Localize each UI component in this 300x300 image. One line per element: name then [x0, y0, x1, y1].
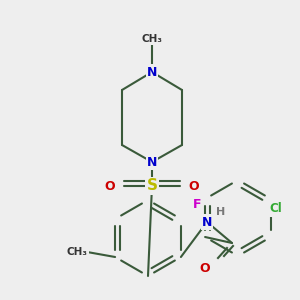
Text: F: F [193, 197, 201, 211]
Text: H: H [216, 207, 226, 217]
Text: CH₃: CH₃ [142, 34, 163, 44]
Text: O: O [105, 179, 115, 193]
Text: CH₃: CH₃ [67, 247, 88, 257]
Text: N: N [202, 215, 212, 229]
Text: Cl: Cl [269, 202, 282, 215]
Text: N: N [147, 155, 157, 169]
Text: S: S [146, 178, 158, 194]
Text: O: O [200, 262, 210, 275]
Text: O: O [189, 179, 199, 193]
Text: N: N [147, 65, 157, 79]
